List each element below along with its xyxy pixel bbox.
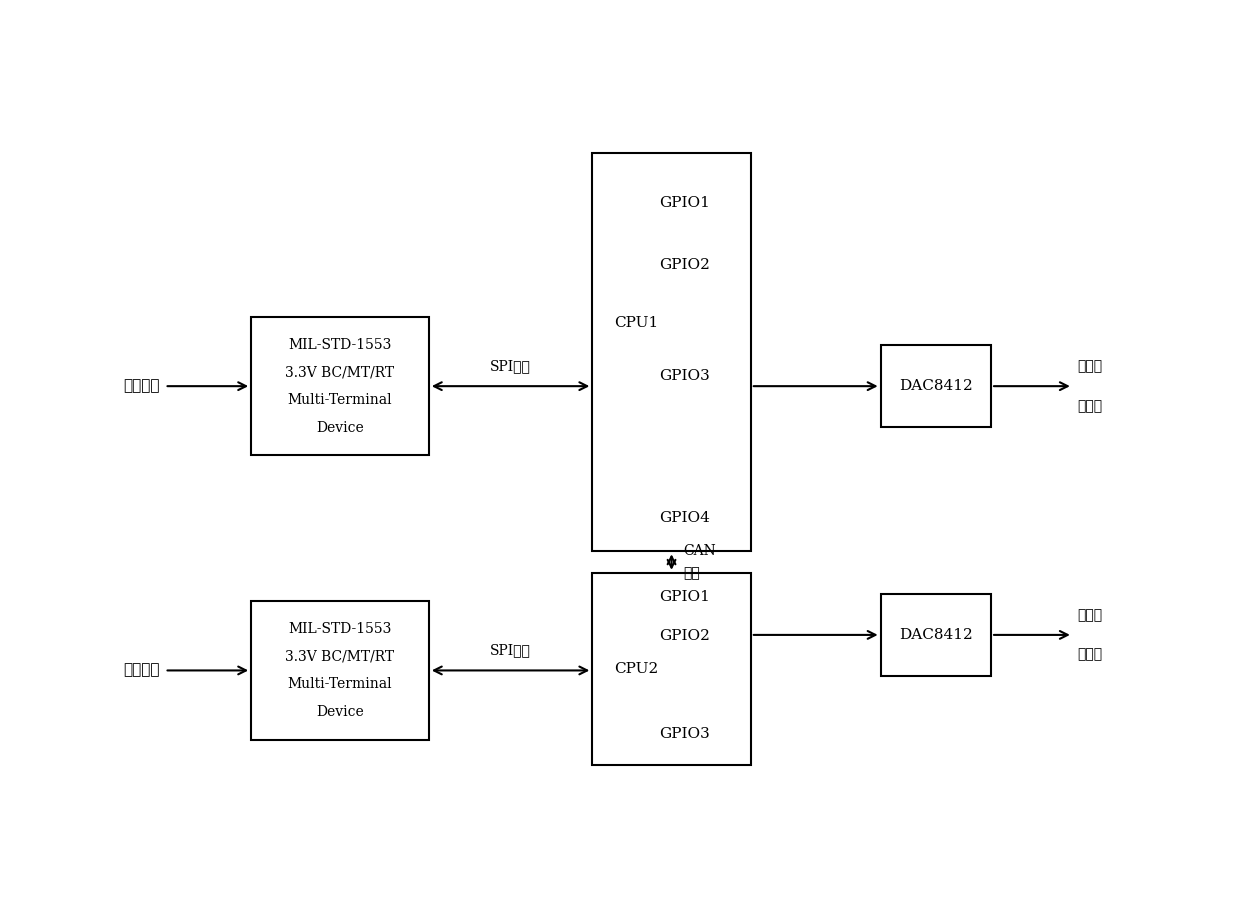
Text: GPIO2: GPIO2: [658, 258, 709, 272]
Text: 调光信: 调光信: [1078, 608, 1102, 622]
FancyBboxPatch shape: [250, 317, 429, 455]
Text: GPIO1: GPIO1: [658, 590, 709, 604]
Text: CAN: CAN: [683, 545, 715, 558]
Text: Device: Device: [316, 705, 363, 719]
FancyBboxPatch shape: [593, 153, 751, 551]
Text: 极限信息: 极限信息: [123, 379, 160, 393]
Text: MIL-STD-1553: MIL-STD-1553: [289, 338, 392, 352]
Text: SPI接口: SPI接口: [490, 643, 531, 658]
Text: GPIO1: GPIO1: [658, 197, 709, 210]
Text: GPIO3: GPIO3: [658, 727, 709, 741]
Text: SPI接口: SPI接口: [490, 359, 531, 374]
Text: Multi-Terminal: Multi-Terminal: [288, 393, 392, 407]
Text: 调光信: 调光信: [1078, 359, 1102, 374]
Text: DAC8412: DAC8412: [899, 379, 972, 393]
Text: DAC8412: DAC8412: [899, 628, 972, 641]
FancyBboxPatch shape: [593, 572, 751, 764]
Text: 息输出: 息输出: [1078, 648, 1102, 662]
Text: MIL-STD-1553: MIL-STD-1553: [289, 622, 392, 636]
Text: CPU2: CPU2: [615, 662, 658, 676]
Text: GPIO3: GPIO3: [658, 369, 709, 383]
Text: CPU1: CPU1: [615, 316, 658, 330]
FancyBboxPatch shape: [250, 601, 429, 739]
FancyBboxPatch shape: [880, 594, 991, 676]
Text: Device: Device: [316, 421, 363, 435]
Text: Multi-Terminal: Multi-Terminal: [288, 677, 392, 691]
FancyBboxPatch shape: [880, 345, 991, 427]
Text: 极限信息: 极限信息: [123, 664, 160, 677]
Text: GPIO4: GPIO4: [658, 510, 709, 524]
Text: 3.3V BC/MT/RT: 3.3V BC/MT/RT: [285, 366, 394, 379]
Text: 3.3V BC/MT/RT: 3.3V BC/MT/RT: [285, 650, 394, 664]
Text: 总线: 总线: [683, 566, 699, 580]
Text: 息输出: 息输出: [1078, 399, 1102, 413]
Text: GPIO2: GPIO2: [658, 629, 709, 643]
